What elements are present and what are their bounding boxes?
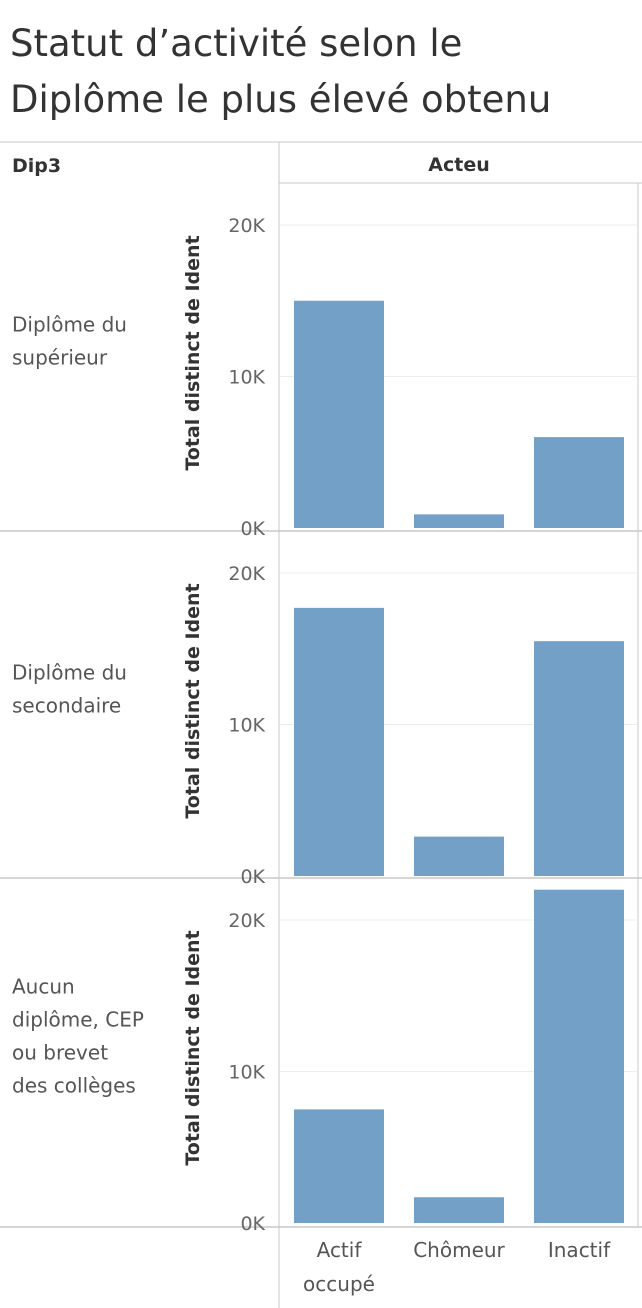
y-axis-title: Total distinct de Ident bbox=[182, 235, 204, 470]
y-tick-label: 10K bbox=[228, 715, 265, 737]
x-tick-label: Inactif bbox=[548, 1238, 611, 1262]
chart-title-line-2: Diplôme le plus élevé obtenu bbox=[10, 78, 552, 121]
row-label: Aucun bbox=[12, 975, 75, 999]
y-tick-label: 20K bbox=[228, 215, 265, 237]
row-label: supérieur bbox=[12, 346, 108, 370]
x-tick-label: Actif bbox=[317, 1238, 363, 1262]
panel-3: 0K 10K 20K Total distinct de Ident Aucun dipl… bbox=[12, 889, 638, 1235]
row-label: Diplôme du bbox=[12, 661, 127, 685]
bar bbox=[414, 514, 504, 528]
y-tick-label: 10K bbox=[228, 367, 265, 389]
y-tick-label: 0K bbox=[240, 1213, 265, 1235]
bar bbox=[414, 836, 504, 876]
chart-title: Statut d’activité selon le Diplôme le pl… bbox=[10, 16, 630, 128]
y-tick-label: 0K bbox=[240, 518, 265, 540]
bar bbox=[294, 300, 384, 528]
chart-title-line-1: Statut d’activité selon le bbox=[10, 22, 463, 65]
y-tick-label: 10K bbox=[228, 1062, 265, 1084]
row-label: diplôme, CEP bbox=[12, 1008, 144, 1032]
row-label: des collèges bbox=[12, 1074, 136, 1098]
row-label: secondaire bbox=[12, 694, 121, 718]
panel-2: 0K 10K 20K Total distinct de Ident Diplôme d… bbox=[12, 563, 638, 888]
y-tick-label: 20K bbox=[228, 910, 265, 932]
row-field-header: Dip3 bbox=[12, 155, 61, 177]
x-axis: Actif occupé Chômeur Inactif bbox=[303, 1238, 611, 1296]
y-axis-title: Total distinct de Ident bbox=[182, 930, 204, 1165]
bar bbox=[534, 641, 624, 876]
y-axis-title: Total distinct de Ident bbox=[182, 583, 204, 818]
x-tick-label: Chômeur bbox=[413, 1238, 505, 1262]
y-tick-label: 0K bbox=[240, 866, 265, 888]
chart-frame bbox=[0, 141, 642, 1308]
bar bbox=[294, 1109, 384, 1223]
panel-1: 0K 10K 20K Total distinct de Ident Diplôme d… bbox=[12, 215, 638, 540]
x-tick-label: occupé bbox=[303, 1272, 375, 1296]
row-label: ou brevet bbox=[12, 1041, 108, 1065]
column-field-header: Acteu bbox=[428, 154, 489, 176]
chart-panels: 0K 10K 20K Total distinct de Ident Diplôme d… bbox=[12, 215, 638, 1235]
bar bbox=[534, 437, 624, 528]
row-label: Diplôme du bbox=[12, 313, 127, 337]
bar bbox=[294, 607, 384, 876]
bar bbox=[414, 1197, 504, 1223]
bar bbox=[534, 889, 624, 1223]
y-tick-label: 20K bbox=[228, 563, 265, 585]
